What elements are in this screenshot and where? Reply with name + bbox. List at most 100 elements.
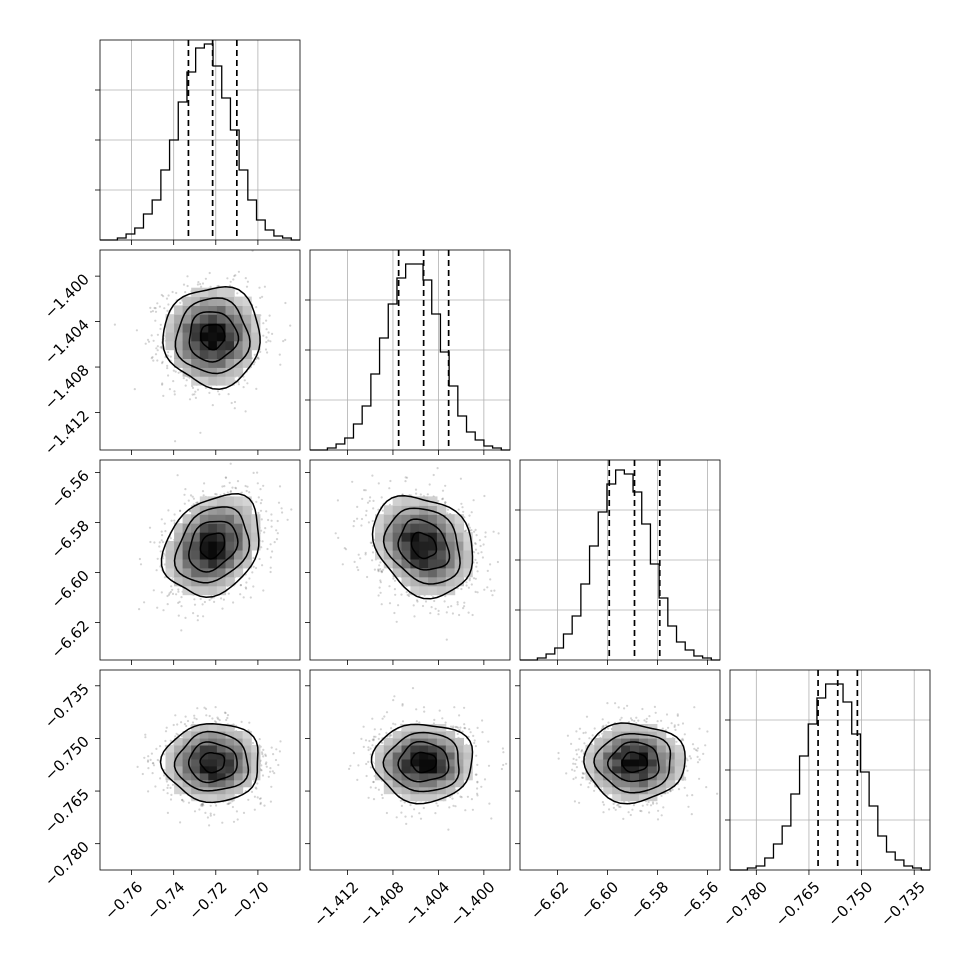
density-cell [392,731,403,739]
density-cell [225,349,235,359]
density-cell [445,731,456,739]
scatter-point [163,522,166,525]
density-cell [182,323,192,333]
density-cell [208,550,218,560]
scatter-point [232,601,235,604]
density-cell [234,340,244,351]
density-cell [410,724,420,732]
scatter-point [172,380,175,383]
scatter-point [411,687,415,690]
scatter-point [476,781,479,784]
scatter-point [188,510,192,513]
scatter-point [441,717,444,720]
scatter-point [404,476,407,479]
scatter-point [660,814,663,817]
scatter-point [170,585,173,588]
density-cell [428,793,438,802]
scatter-point [422,806,425,810]
scatter-point [463,601,466,604]
scatter-point [645,720,648,723]
scatter-point [262,484,265,487]
scatter-point [364,553,367,556]
scatter-point [265,336,268,339]
density-cell [174,772,184,781]
scatter-point [233,407,236,410]
scatter-point [578,801,581,804]
scatter-point [373,568,376,571]
scatter-point [183,493,186,496]
scatter-point [374,735,377,738]
scatter-point [180,605,183,608]
scatter-point [206,816,209,819]
scatter-point [500,767,503,771]
scatter-point [154,353,158,356]
scatter-point [256,782,259,785]
scatter-point [269,570,272,574]
scatter-point [381,717,384,720]
density-cell [463,758,473,767]
scatter-point [585,715,589,718]
scatter-point [258,286,261,289]
scatter-point [593,727,596,730]
scatter-point [353,560,356,564]
scatter-point [270,746,273,749]
scatter-point [359,557,362,560]
density-cell [621,737,631,746]
density-cell [191,331,201,342]
scatter-point [691,794,694,797]
histogram-panel-0 [95,39,301,245]
scatter-point [380,571,383,574]
contour-line [371,494,474,600]
density-cell [242,751,252,760]
density-cell [251,323,261,333]
scatter-point [405,591,408,594]
scatter-point [480,785,483,788]
scatter-point [278,750,281,753]
scatter-point [566,734,570,737]
density-cell [225,724,235,732]
scatter-point [388,735,391,738]
density-cell [410,567,420,578]
density-cell [182,758,192,767]
density-cell [612,737,622,746]
scatter-point [393,611,396,615]
density-cell [647,772,658,781]
scatter-point [382,568,385,571]
scatter-point [557,751,560,755]
scatter-point [380,496,383,499]
density-cell [383,558,394,569]
scatter-point [612,806,616,810]
scatter-point [186,719,190,723]
scatter-point [602,803,606,806]
scatter-point [474,590,477,594]
scatter-point [656,720,659,723]
scatter-point [380,793,383,796]
density-cell [392,779,403,788]
scatter-point [240,720,243,724]
scatter-point [149,758,152,762]
scatter-point [486,586,489,589]
density-cell [436,737,447,746]
scatter-point [470,583,473,586]
density-cell [208,793,218,802]
scatter-point [371,559,374,562]
density-cell [454,523,464,533]
scatter-point [575,749,578,752]
scatter-point [215,804,218,807]
scatter-point [467,586,470,589]
scatter-point [360,737,363,741]
scatter-point [378,586,381,589]
scatter-point [388,487,391,490]
density-cell [639,724,649,732]
scatter-point [415,599,419,602]
density-cell [665,772,676,781]
density-cell [375,550,385,560]
scatter-point [369,753,372,756]
scatter-point [367,746,370,749]
density-cell [630,751,640,760]
scatter-point [196,619,199,622]
scatter-point [688,755,691,758]
scatter-point [281,511,284,514]
density-cell [463,744,473,753]
scatter-point [465,529,468,532]
